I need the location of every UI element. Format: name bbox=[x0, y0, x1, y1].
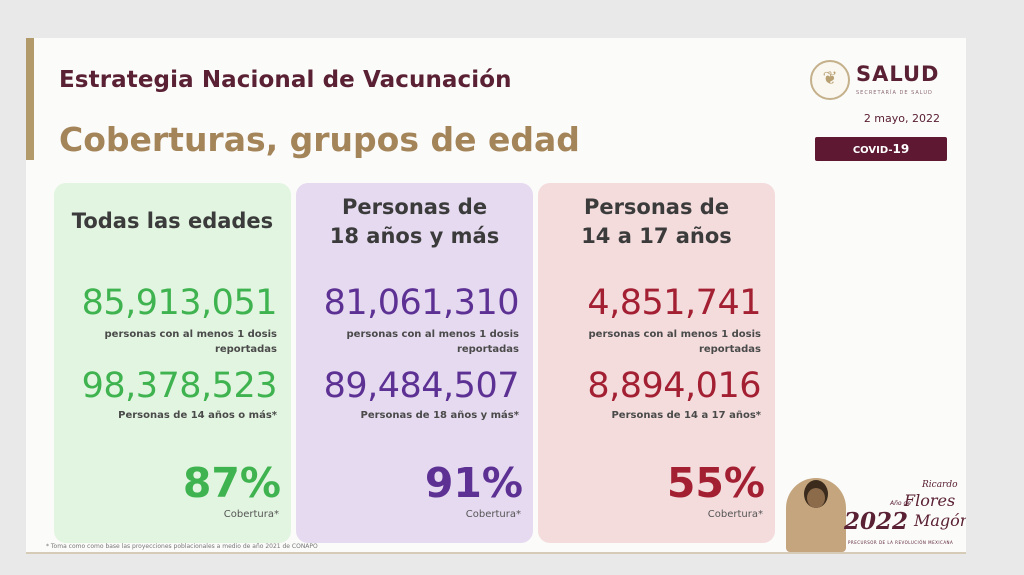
slide-title: Estrategia Nacional de Vacunación bbox=[59, 67, 512, 93]
slide-subtitle: Coberturas, grupos de edad bbox=[59, 120, 580, 159]
card-heading-line2: 14 a 17 años bbox=[581, 224, 732, 248]
anniversary-name-last: Magón bbox=[914, 511, 966, 530]
card-18-plus: Personas de 18 años y más 81,061,310 per… bbox=[296, 183, 533, 543]
logo-subtext: SECRETARÍA DE SALUD bbox=[856, 90, 933, 96]
card-heading-line2: 18 años y más bbox=[329, 224, 500, 248]
badge-text: COVID- bbox=[852, 145, 893, 156]
population-count: 89,484,507 bbox=[323, 366, 520, 406]
vaccinated-count: 4,851,741 bbox=[587, 283, 761, 323]
coverage-label: Cobertura* bbox=[223, 509, 279, 520]
coverage-percent: 91% bbox=[424, 459, 523, 507]
population-description: Personas de 14 a 17 años* bbox=[611, 410, 761, 421]
footnote: * Toma como como base las proyecciones p… bbox=[46, 543, 318, 550]
salud-logo: ❦ SALUD SECRETARÍA DE SALUD bbox=[810, 60, 945, 104]
vaccinated-description: personas con al menos 1 dosis reportadas bbox=[588, 329, 761, 355]
bottom-divider bbox=[26, 552, 966, 554]
vaccinated-description: personas con al menos 1 dosis reportadas bbox=[346, 329, 519, 355]
card-all-ages: Todas las edades 85,913,051 personas con… bbox=[54, 183, 291, 543]
anniversary-tagline: PRECURSOR DE LA REVOLUCIÓN MEXICANA bbox=[848, 540, 954, 545]
covid-badge: COVID-19 bbox=[815, 137, 947, 161]
badge-number: 19 bbox=[892, 142, 910, 156]
government-seal-icon: ❦ bbox=[810, 60, 850, 100]
presentation-slide: Estrategia Nacional de Vacunación Cobert… bbox=[26, 38, 966, 554]
anniversary-name-first: Ricardo bbox=[922, 480, 958, 490]
vaccinated-description: personas con al menos 1 dosis reportadas bbox=[104, 329, 277, 355]
vaccinated-count: 81,061,310 bbox=[323, 283, 520, 323]
coverage-percent: 87% bbox=[182, 459, 281, 507]
coverage-label: Cobertura* bbox=[465, 509, 521, 520]
anniversary-name-middle: Flores bbox=[904, 491, 956, 510]
accent-bar bbox=[26, 38, 34, 160]
portrait-icon bbox=[786, 478, 846, 552]
report-date: 2 mayo, 2022 bbox=[863, 112, 940, 125]
card-heading: Todas las edades bbox=[71, 209, 274, 233]
population-description: Personas de 18 años y más* bbox=[360, 410, 519, 421]
population-count: 8,894,016 bbox=[587, 366, 761, 406]
anniversary-year: 2022 bbox=[844, 508, 909, 535]
card-heading-line1: Personas de bbox=[583, 195, 730, 219]
population-description: Personas de 14 años o más* bbox=[118, 410, 277, 421]
coverage-label: Cobertura* bbox=[707, 509, 763, 520]
card-heading-line1: Personas de bbox=[341, 195, 488, 219]
card-14-to-17: Personas de 14 a 17 años 4,851,741 perso… bbox=[538, 183, 775, 543]
anniversary-emblem: 2022 Año de Ricardo Flores Magón PRECURS… bbox=[786, 478, 966, 554]
vaccinated-count: 85,913,051 bbox=[81, 283, 278, 323]
logo-text: SALUD bbox=[856, 62, 940, 86]
population-count: 98,378,523 bbox=[81, 366, 278, 406]
coverage-percent: 55% bbox=[666, 459, 765, 507]
anniversary-small: Año de bbox=[890, 500, 911, 507]
